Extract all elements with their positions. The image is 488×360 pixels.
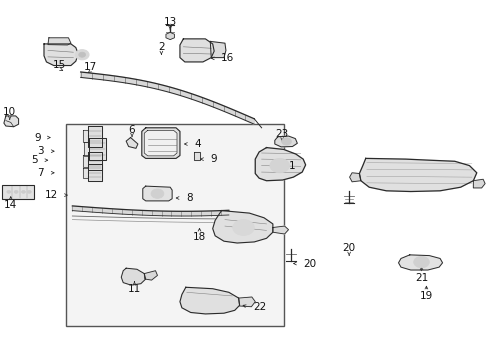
Polygon shape	[144, 271, 157, 280]
Polygon shape	[89, 138, 105, 160]
Text: 10: 10	[3, 107, 16, 117]
Polygon shape	[83, 142, 89, 156]
Polygon shape	[87, 164, 102, 181]
Circle shape	[79, 52, 85, 57]
Polygon shape	[180, 39, 214, 62]
Polygon shape	[44, 44, 78, 66]
Polygon shape	[142, 186, 172, 201]
Text: 15: 15	[53, 60, 66, 70]
Text: 14: 14	[4, 200, 18, 210]
Polygon shape	[121, 268, 145, 285]
Circle shape	[413, 256, 428, 268]
Text: 12: 12	[44, 190, 58, 200]
Circle shape	[75, 50, 89, 60]
Polygon shape	[349, 173, 360, 182]
Text: 20: 20	[342, 243, 355, 253]
Text: 6: 6	[128, 125, 135, 135]
Polygon shape	[83, 155, 87, 167]
Polygon shape	[126, 138, 138, 148]
Circle shape	[14, 190, 18, 193]
Text: 7: 7	[37, 168, 44, 178]
Text: 20: 20	[303, 258, 316, 269]
Text: 3: 3	[37, 146, 44, 156]
Text: 21: 21	[414, 273, 427, 283]
Text: 9: 9	[210, 154, 217, 164]
Circle shape	[281, 138, 291, 145]
Text: 5: 5	[31, 155, 38, 165]
Polygon shape	[81, 72, 254, 124]
Polygon shape	[180, 287, 239, 314]
Bar	[2, 185, 34, 199]
Text: 4: 4	[194, 139, 201, 149]
Polygon shape	[83, 130, 87, 142]
Polygon shape	[472, 179, 484, 188]
Text: 11: 11	[127, 284, 141, 294]
Circle shape	[151, 189, 163, 198]
Circle shape	[21, 190, 25, 193]
Text: 18: 18	[192, 232, 206, 242]
Polygon shape	[238, 297, 255, 307]
Polygon shape	[193, 152, 199, 160]
Text: 2: 2	[158, 42, 164, 52]
Polygon shape	[72, 206, 228, 216]
Polygon shape	[48, 38, 71, 45]
Polygon shape	[272, 226, 288, 234]
Polygon shape	[4, 116, 19, 127]
Text: 23: 23	[275, 129, 288, 139]
Polygon shape	[83, 168, 87, 178]
Polygon shape	[87, 126, 102, 147]
Polygon shape	[87, 152, 102, 170]
Polygon shape	[359, 158, 476, 192]
Text: 22: 22	[253, 302, 266, 312]
Circle shape	[232, 220, 254, 235]
Text: 19: 19	[419, 291, 432, 301]
Polygon shape	[142, 128, 180, 158]
Polygon shape	[255, 148, 305, 181]
Bar	[66, 124, 283, 326]
Polygon shape	[144, 130, 177, 156]
Text: 13: 13	[163, 17, 177, 27]
Polygon shape	[398, 255, 442, 270]
Circle shape	[7, 190, 11, 193]
Polygon shape	[210, 41, 225, 58]
Text: 16: 16	[221, 53, 234, 63]
Text: 8: 8	[185, 193, 192, 203]
Text: 1: 1	[288, 161, 295, 171]
Text: 9: 9	[34, 132, 41, 143]
Circle shape	[269, 158, 289, 173]
Polygon shape	[212, 211, 272, 243]
Text: 17: 17	[83, 62, 97, 72]
Circle shape	[27, 190, 31, 193]
Polygon shape	[274, 136, 297, 147]
